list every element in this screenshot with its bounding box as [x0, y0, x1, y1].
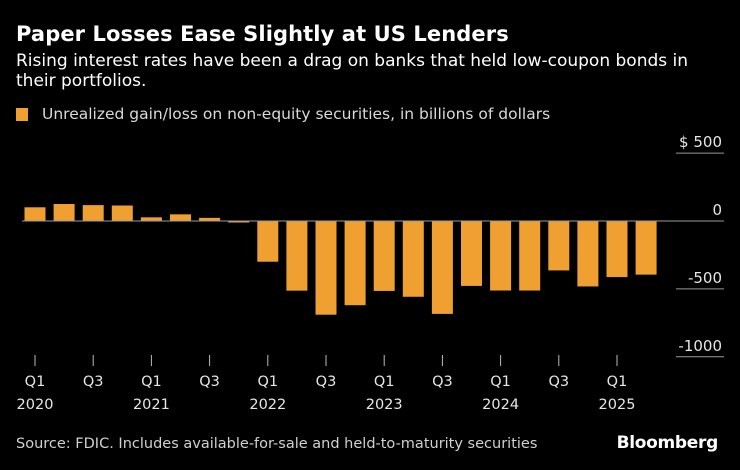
x-tick-label: Q3: [432, 374, 453, 390]
x-tick-label: Q1: [25, 374, 46, 390]
x-year-label: 2023: [366, 397, 403, 413]
bar: [111, 205, 133, 221]
bar: [228, 221, 250, 223]
y-tick-label: $ 500: [679, 133, 722, 151]
legend-swatch: [16, 107, 28, 121]
legend: Unrealized gain/loss on non-equity secur…: [16, 105, 550, 123]
bar: [82, 205, 104, 221]
bar: [635, 221, 657, 275]
bar: [286, 221, 308, 291]
bar: [140, 217, 162, 221]
bar: [461, 221, 482, 286]
bar: [373, 221, 395, 291]
bar: [519, 221, 541, 291]
x-tick-label: Q1: [374, 374, 395, 390]
x-tick-label: Q3: [548, 374, 569, 390]
y-tick-label: -500: [688, 269, 722, 287]
bar: [257, 221, 279, 262]
x-year-label: 2021: [133, 397, 170, 413]
x-year-label: 2025: [599, 397, 636, 413]
x-year-label: 2020: [17, 397, 54, 413]
bloomberg-logo: Bloomberg: [616, 433, 719, 453]
x-tick-label: Q1: [257, 374, 278, 390]
bar: [606, 221, 628, 278]
bar: [24, 207, 46, 221]
bar: [199, 217, 221, 221]
x-year-label: 2024: [482, 397, 519, 413]
chart-subtitle: Rising interest rates have been a drag o…: [16, 51, 689, 91]
bar: [170, 214, 191, 221]
bar: [490, 221, 512, 291]
x-tick-label: Q3: [199, 374, 220, 390]
bar: [53, 204, 75, 221]
x-year-label: 2022: [249, 397, 286, 413]
x-tick-label: Q1: [490, 374, 511, 390]
bar: [315, 221, 337, 315]
bar: [548, 221, 570, 271]
x-tick-label: Q1: [141, 374, 162, 390]
bar: [431, 221, 453, 314]
x-tick-label: Q3: [316, 374, 337, 390]
bar: [344, 221, 366, 306]
bar: [402, 221, 424, 297]
x-tick-label: Q3: [83, 374, 104, 390]
source-note: Source: FDIC. Includes available-for-sal…: [16, 436, 538, 452]
bar: [577, 221, 599, 287]
y-tick-label: -1000: [678, 337, 722, 355]
y-tick-label: 0: [712, 201, 722, 219]
legend-label: Unrealized gain/loss on non-equity secur…: [42, 105, 551, 123]
chart-title: Paper Losses Ease Slightly at US Lenders: [16, 22, 509, 46]
x-tick-label: Q1: [607, 374, 628, 390]
